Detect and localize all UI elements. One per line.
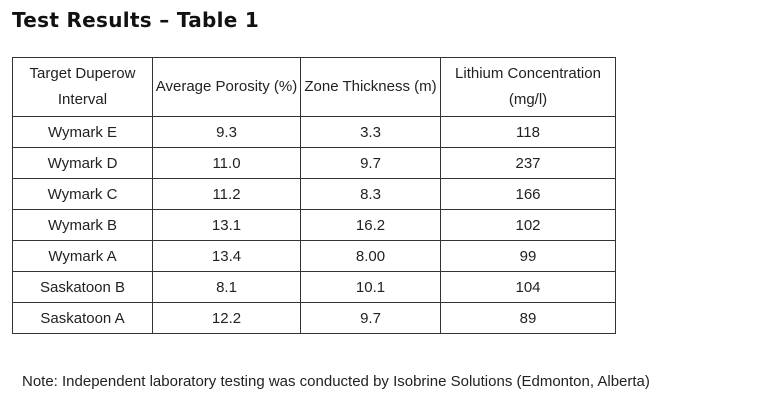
table-cell: 8.3 — [300, 178, 441, 210]
table-row: Wymark C 11.2 8.3 166 — [12, 178, 616, 210]
table-cell: Wymark D — [12, 147, 153, 179]
column-header: Target Duperow Interval — [12, 57, 153, 117]
table-cell: 12.2 — [152, 302, 301, 334]
table-cell: 9.7 — [300, 302, 441, 334]
title: Test Results – Table 1 — [12, 8, 260, 32]
table-cell: 11.2 — [152, 178, 301, 210]
table-cell: 3.3 — [300, 116, 441, 148]
table-cell: 13.4 — [152, 240, 301, 272]
table-cell: 104 — [440, 271, 616, 303]
table-body: Wymark E 9.3 3.3 118 Wymark D 11.0 9.7 237 Wymar… — [12, 116, 616, 334]
column-header: Average Porosity (%) — [152, 57, 301, 117]
table-cell: 9.3 — [152, 116, 301, 148]
table-cell: 118 — [440, 116, 616, 148]
column-header: Lithium Concentration (mg/l) — [440, 57, 616, 117]
table-cell: 89 — [440, 302, 616, 334]
table-cell: 13.1 — [152, 209, 301, 241]
table-cell: 11.0 — [152, 147, 301, 179]
table-row: Wymark D 11.0 9.7 237 — [12, 147, 616, 179]
table-cell: 237 — [440, 147, 616, 179]
column-header: Zone Thickness (m) — [300, 57, 441, 117]
table-cell: Saskatoon B — [12, 271, 153, 303]
table-cell: Wymark A — [12, 240, 153, 272]
table-row: Wymark E 9.3 3.3 118 — [12, 116, 616, 148]
table-cell: 99 — [440, 240, 616, 272]
table-row: Saskatoon A 12.2 9.7 89 — [12, 302, 616, 334]
table-row: Saskatoon B 8.1 10.1 104 — [12, 271, 616, 303]
table-cell: 102 — [440, 209, 616, 241]
table-cell: 10.1 — [300, 271, 441, 303]
table-cell: 9.7 — [300, 147, 441, 179]
table-cell: 166 — [440, 178, 616, 210]
table-cell: Wymark B — [12, 209, 153, 241]
table-row: Wymark A 13.4 8.00 99 — [12, 240, 616, 272]
table-cell: Wymark E — [12, 116, 153, 148]
note: Note: Independent laboratory testing was… — [22, 373, 650, 390]
table-cell: Saskatoon A — [12, 302, 153, 334]
results-table: Target Duperow Interval Average Porosity … — [12, 57, 616, 334]
table-cell: 8.00 — [300, 240, 441, 272]
table-cell: 8.1 — [152, 271, 301, 303]
table-row: Wymark B 13.1 16.2 102 — [12, 209, 616, 241]
header-row: Target Duperow Interval Average Porosity … — [12, 57, 616, 117]
table-cell: 16.2 — [300, 209, 441, 241]
table-cell: Wymark C — [12, 178, 153, 210]
